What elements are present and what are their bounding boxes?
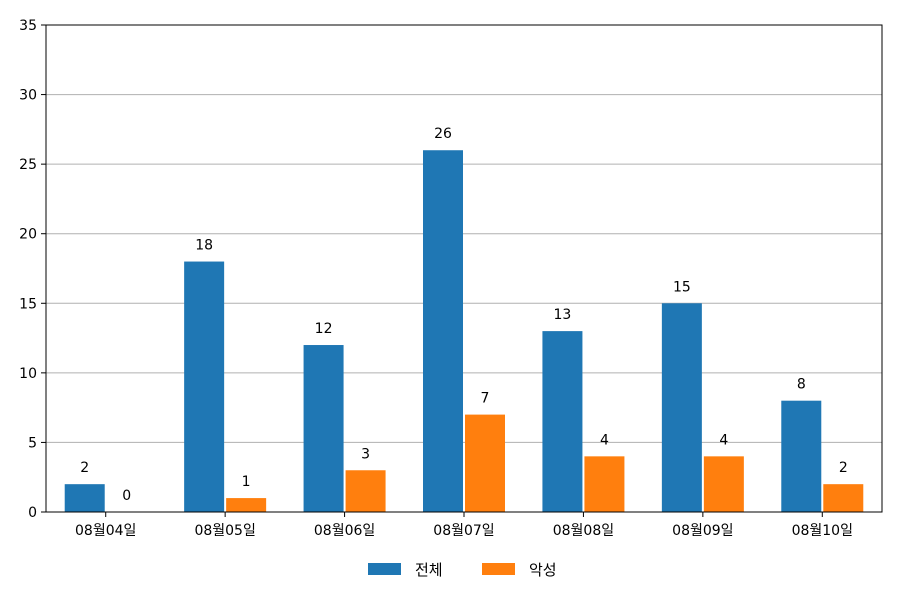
legend-label: 악성 [529, 561, 557, 579]
bar-total [184, 261, 225, 512]
data-label: 18 [195, 238, 213, 254]
x-tick-label: 08월07일 [433, 523, 494, 539]
x-tick-label: 08월08일 [553, 523, 614, 539]
legend-label: 전체 [415, 561, 443, 579]
plot-frame [45, 24, 883, 513]
data-label: 2 [80, 460, 89, 476]
y-axis: 0 5 10 15 20 25 30 35 [19, 18, 46, 521]
bar-total [661, 303, 702, 512]
data-label: 26 [434, 126, 452, 142]
data-label: 8 [797, 377, 806, 393]
legend-swatch [482, 563, 515, 575]
bar-malicious [823, 484, 864, 512]
x-tick-label: 08월09일 [672, 523, 733, 539]
data-label: 4 [600, 432, 609, 448]
bar-total [781, 400, 822, 512]
bar-total [423, 150, 463, 512]
data-labels: 2 0 18 1 12 3 26 7 13 4 15 4 8 2 [80, 126, 847, 504]
x-tick-label: 08월05일 [194, 523, 255, 539]
y-tick-label: 5 [28, 435, 37, 451]
data-label: 7 [481, 391, 490, 407]
data-label: 0 [122, 488, 131, 504]
bar-malicious [226, 498, 267, 512]
x-tick-label: 08월06일 [314, 523, 375, 539]
data-label: 13 [554, 307, 572, 323]
bar-total [64, 484, 105, 512]
y-tick-label: 30 [19, 88, 37, 104]
y-tick-label: 35 [19, 18, 37, 34]
bar-malicious [584, 456, 625, 512]
legend-swatch [368, 563, 401, 575]
bar-malicious [703, 456, 744, 512]
data-label: 15 [673, 279, 691, 295]
y-tick-label: 25 [19, 157, 37, 173]
y-tick-label: 0 [28, 505, 37, 521]
data-label: 3 [361, 446, 370, 462]
x-axis: 08월04일 08월05일 08월06일 08월07일 08월08일 08월09일 08월1… [75, 512, 853, 539]
data-label: 12 [315, 321, 333, 337]
bar-malicious [345, 470, 386, 512]
y-tick-label: 15 [19, 296, 37, 312]
data-label: 2 [839, 460, 848, 476]
x-tick-label: 08월10일 [792, 523, 853, 539]
gridlines [46, 94, 882, 443]
bar-total [303, 345, 344, 512]
y-tick-label: 10 [19, 366, 37, 382]
y-tick-label: 20 [19, 227, 37, 243]
bars [64, 150, 864, 512]
bar-total [542, 331, 583, 512]
bar-malicious [465, 414, 505, 512]
legend: 전체 악성 [368, 561, 557, 579]
data-label: 4 [719, 432, 728, 448]
x-tick-label: 08월04일 [75, 523, 136, 539]
data-label: 1 [242, 474, 251, 490]
